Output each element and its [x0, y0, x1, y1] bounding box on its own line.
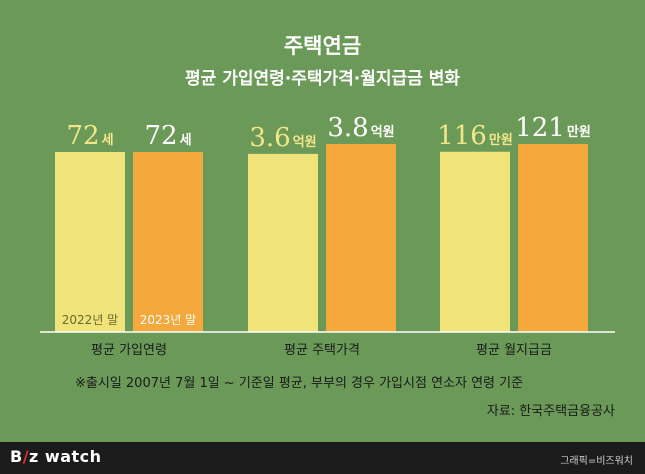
bar-3-2: [518, 144, 588, 332]
chart-title: 주택연금: [283, 34, 362, 58]
bar-chart: 72 세 2022년 말 72 세 2023년 말평균 가입연령 3.6 억원 3.8 억원평균 …: [40, 113, 615, 358]
footer-bar: B/z watch 그래픽=비즈워치: [0, 442, 645, 474]
footnote: ※출시일 2007년 7월 1일 ~ 기준일 평균, 부부의 경우 가입시점 연…: [75, 376, 524, 391]
category-label-1: 평균 가입연령: [91, 343, 167, 358]
legend-label-1: 2022년 말: [62, 313, 118, 327]
bar-1-1: [55, 152, 125, 332]
bar-2-2: [326, 144, 396, 332]
bar-3-1: [440, 151, 510, 332]
category-label-2: 평균 주택가격: [284, 343, 360, 358]
chart-subtitle: 평균 가입연령·주택가격·월지급금 변화: [185, 69, 460, 89]
value-label-3-1: 116 만원: [437, 121, 513, 151]
bar-1-2: [133, 152, 203, 332]
value-label-3-2: 121 만원: [515, 113, 591, 143]
bar-2-1: [248, 153, 318, 332]
category-label-3: 평균 월지급금: [476, 343, 552, 358]
bizwatch-logo: B/z watch: [10, 447, 102, 466]
value-label-2-1: 3.6 억원: [249, 123, 316, 153]
legend-label-2: 2023년 말: [140, 313, 196, 327]
graphic-credit: 그래픽=비즈워치: [560, 456, 633, 467]
value-label-1-1: 72 세: [66, 121, 113, 151]
value-label-2-2: 3.8 억원: [327, 113, 394, 143]
source-note: 자료: 한국주택금융공사: [486, 404, 615, 419]
value-label-1-2: 72 세: [144, 121, 191, 151]
